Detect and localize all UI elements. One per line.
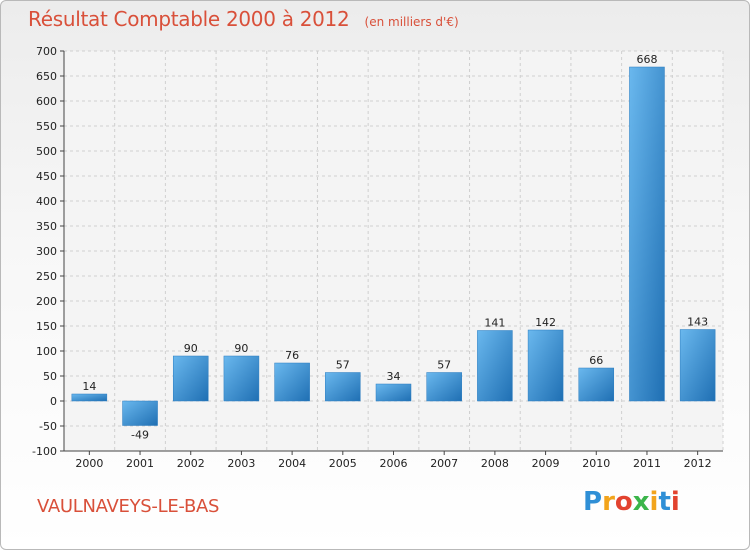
commune-name: VAULNAVEYS-LE-BAS <box>37 496 220 517</box>
logo-letter: t <box>658 487 671 517</box>
bar-2010 <box>578 367 615 402</box>
x-tick-label: 2007 <box>430 457 458 470</box>
y-tick-label: 500 <box>36 145 57 158</box>
x-tick-label: 2002 <box>177 457 205 470</box>
y-tick-label: 50 <box>43 370 57 383</box>
y-tick-label: 200 <box>36 295 57 308</box>
value-label-2006: 34 <box>387 370 401 383</box>
y-tick-label: 250 <box>36 270 57 283</box>
value-label-2009: 142 <box>535 316 556 329</box>
logo-letter: i <box>670 487 680 517</box>
logo-letter: r <box>602 487 615 517</box>
value-label-2010: 66 <box>589 354 603 367</box>
value-label-2011: 668 <box>636 53 657 66</box>
value-label-2012: 143 <box>687 316 708 329</box>
title-text: Résultat Comptable 2000 à 2012 <box>28 7 350 31</box>
x-tick-label: 2005 <box>329 457 357 470</box>
y-tick-label: 150 <box>36 320 57 333</box>
value-label-2002: 90 <box>184 342 198 355</box>
bar-2002 <box>172 355 209 402</box>
x-tick-label: 2011 <box>633 457 661 470</box>
bar-2006 <box>375 383 412 402</box>
y-tick-label: -50 <box>39 420 57 433</box>
y-tick-label: 0 <box>50 395 57 408</box>
bar-2001 <box>122 400 158 426</box>
logo-letter: o <box>614 487 633 517</box>
bar-2000 <box>71 393 108 402</box>
y-tick-label: 600 <box>36 95 57 108</box>
logo-letter: i <box>649 487 659 517</box>
x-tick-label: 2012 <box>684 457 712 470</box>
logo-letter: x <box>632 487 650 517</box>
x-tick-label: 2009 <box>532 457 560 470</box>
x-tick-label: 2004 <box>278 457 306 470</box>
bar-2004 <box>274 362 310 402</box>
bar-2003 <box>223 355 260 402</box>
x-tick-label: 2001 <box>126 457 154 470</box>
x-tick-label: 2006 <box>380 457 408 470</box>
y-tick-label: 550 <box>36 120 57 133</box>
y-tick-label: -100 <box>32 445 57 458</box>
bar-2009 <box>527 329 564 402</box>
value-label-2000: 14 <box>82 380 96 393</box>
y-tick-label: 700 <box>36 45 57 58</box>
bar-2005 <box>325 372 361 402</box>
x-tick-label: 2003 <box>227 457 255 470</box>
y-tick-label: 300 <box>36 245 57 258</box>
value-label-2007: 57 <box>437 359 451 372</box>
value-label-2005: 57 <box>336 359 350 372</box>
y-tick-label: 100 <box>36 345 57 358</box>
logo-letter: P <box>583 487 603 517</box>
value-label-2001: -49 <box>131 429 149 442</box>
bar-2011 <box>629 66 665 402</box>
proxiti-logo: Proxiti <box>583 487 680 517</box>
title-unit: (en milliers d'€) <box>364 15 459 29</box>
bar-2008 <box>477 330 513 402</box>
y-tick-label: 450 <box>36 170 57 183</box>
y-tick-label: 650 <box>36 70 57 83</box>
bar-2007 <box>426 372 462 402</box>
x-tick-label: 2010 <box>582 457 610 470</box>
x-tick-label: 2008 <box>481 457 509 470</box>
chart-title: Résultat Comptable 2000 à 2012 (en milli… <box>28 7 459 31</box>
bar-2012 <box>679 329 716 402</box>
y-tick-label: 400 <box>36 195 57 208</box>
x-tick-label: 2000 <box>75 457 103 470</box>
value-label-2004: 76 <box>285 349 299 362</box>
value-label-2003: 90 <box>234 342 248 355</box>
value-label-2008: 141 <box>484 317 505 330</box>
y-tick-label: 350 <box>36 220 57 233</box>
